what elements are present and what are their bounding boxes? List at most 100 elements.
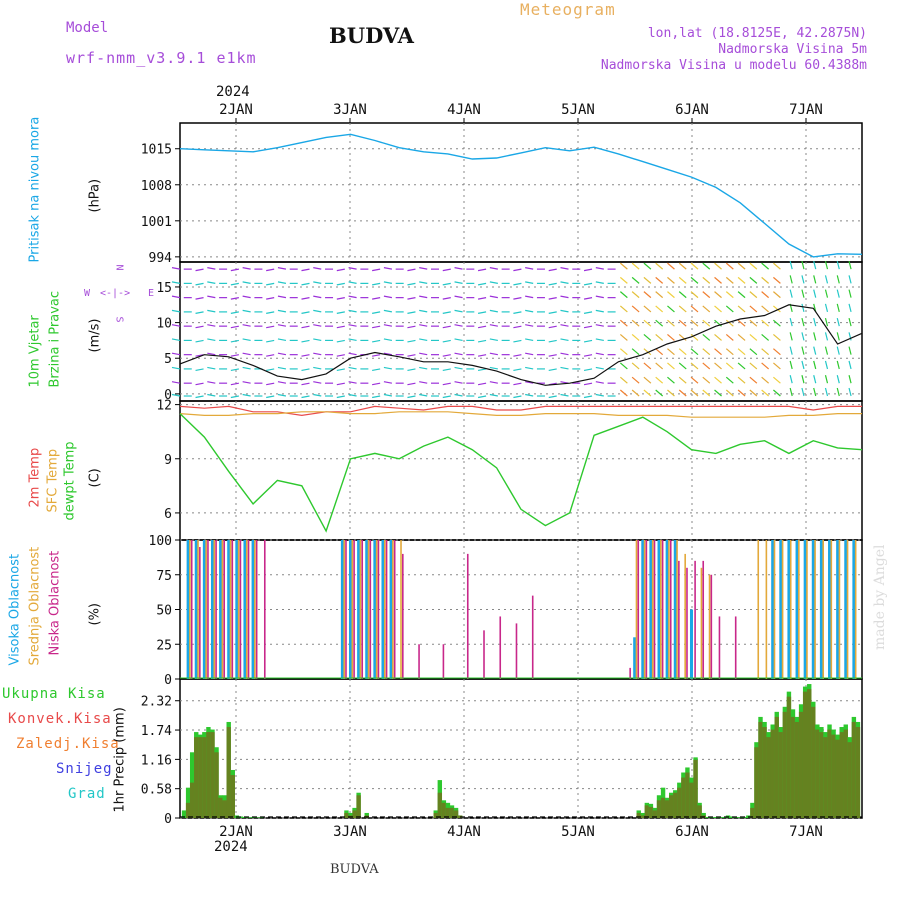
wind-barb: [655, 348, 664, 356]
wind-barb: [631, 389, 640, 397]
precip-conv-bar: [226, 727, 231, 818]
wind-barb: [619, 276, 628, 284]
wind-speed-line: [179, 304, 863, 386]
wind-barb: [749, 305, 758, 313]
wind-barb: [631, 262, 640, 270]
wind-barb: [714, 291, 722, 299]
wind-barb: [801, 375, 805, 384]
wind-barb: [643, 389, 652, 397]
wind-barb: [313, 366, 322, 370]
wind-barb: [525, 267, 534, 270]
wind-barb: [442, 368, 451, 372]
precip-conv-bar: [664, 800, 670, 818]
wind-barb: [407, 339, 416, 343]
wind-barb: [419, 324, 428, 327]
precip-conv-bar: [656, 800, 662, 818]
wind-barb: [655, 305, 664, 313]
precip-conv-bar: [835, 739, 840, 818]
wind-barb: [824, 260, 829, 270]
compass-e-label: E: [148, 288, 155, 299]
wind-barb: [277, 352, 287, 356]
wind-barb: [195, 368, 204, 372]
wind-barb: [548, 368, 557, 372]
wind-barb: [277, 324, 287, 327]
precip-total-bar: [258, 817, 264, 818]
wind-barb: [419, 338, 428, 341]
wind-barb: [836, 332, 840, 341]
precip-conv-bar: [681, 777, 686, 818]
wind-barb: [442, 297, 451, 300]
wind-barb: [313, 381, 322, 384]
wind-barb: [336, 395, 345, 399]
precip-conv-bar: [352, 810, 357, 818]
wind-barb: [525, 366, 534, 370]
wind-barb: [583, 368, 593, 372]
wind-barb: [242, 309, 251, 313]
wind-barb: [773, 376, 781, 384]
wind-barb: [442, 325, 451, 329]
wind-barb: [725, 319, 734, 327]
wind-barb: [513, 282, 522, 286]
wind-barb: [725, 291, 734, 299]
wind-barb: [583, 382, 593, 386]
wind-barb: [595, 393, 604, 397]
wind-barb: [789, 346, 793, 355]
wind-barb: [336, 282, 345, 286]
wind-barb: [749, 262, 758, 270]
wind-barb: [489, 393, 498, 397]
wind-barb: [836, 360, 840, 370]
wind-barb: [454, 366, 463, 370]
wind-barb: [560, 324, 569, 327]
wind-barb: [667, 319, 675, 327]
wind-barb: [301, 325, 310, 329]
compass-w-label: W: [84, 288, 91, 299]
wind-barb: [678, 319, 687, 327]
wind-barb: [619, 319, 628, 327]
wind-barb: [560, 366, 569, 370]
wind-barb: [667, 291, 675, 299]
precip-conv-bar: [194, 737, 199, 818]
wind-barb: [242, 267, 251, 270]
wind-barb: [348, 352, 357, 356]
footer-station: BUDVA: [330, 862, 379, 877]
wind-barb: [643, 348, 652, 356]
precip-total-bar: [738, 817, 743, 818]
precip-conv-bar: [750, 807, 755, 818]
wind-barb: [702, 333, 711, 341]
wind-barb: [619, 305, 628, 313]
wind-barb: [489, 281, 498, 284]
precip-conv-bar: [807, 689, 812, 818]
wind-barb: [230, 368, 239, 372]
wind-barb: [383, 281, 393, 284]
model-name: wrf-nmm_v3.9.1 e1km: [66, 49, 257, 67]
wind-barb: [454, 338, 463, 341]
wind-barb: [836, 375, 840, 384]
precip-conv-bar: [185, 802, 191, 818]
wind-barb: [725, 348, 734, 356]
wind-barb: [548, 297, 557, 300]
wind-barb: [749, 362, 758, 370]
wind-barb: [301, 311, 310, 314]
wind-barb: [171, 281, 181, 284]
precip-conv-bar: [847, 742, 853, 818]
wind-barb: [266, 395, 275, 399]
model-label: Model: [66, 20, 109, 36]
wind-barb: [714, 362, 722, 370]
wind-barb: [773, 305, 781, 313]
wind-barb: [171, 381, 181, 384]
wind-barb: [848, 260, 852, 270]
y-tick-label: 1001: [141, 215, 172, 230]
wind-barb: [595, 338, 604, 341]
wind-barb: [419, 381, 428, 384]
y-tick-label: 0: [164, 812, 172, 827]
wind-barb: [266, 282, 275, 286]
wind-barb: [313, 309, 322, 313]
wind-barb: [348, 281, 357, 284]
wind-barb: [824, 275, 829, 284]
wind-barb: [643, 305, 652, 313]
wind-barb: [725, 305, 734, 313]
y-tick-label: 100: [149, 534, 172, 549]
wind-barb: [348, 381, 357, 384]
wind-barb: [336, 354, 345, 357]
wind-barb: [702, 276, 711, 284]
